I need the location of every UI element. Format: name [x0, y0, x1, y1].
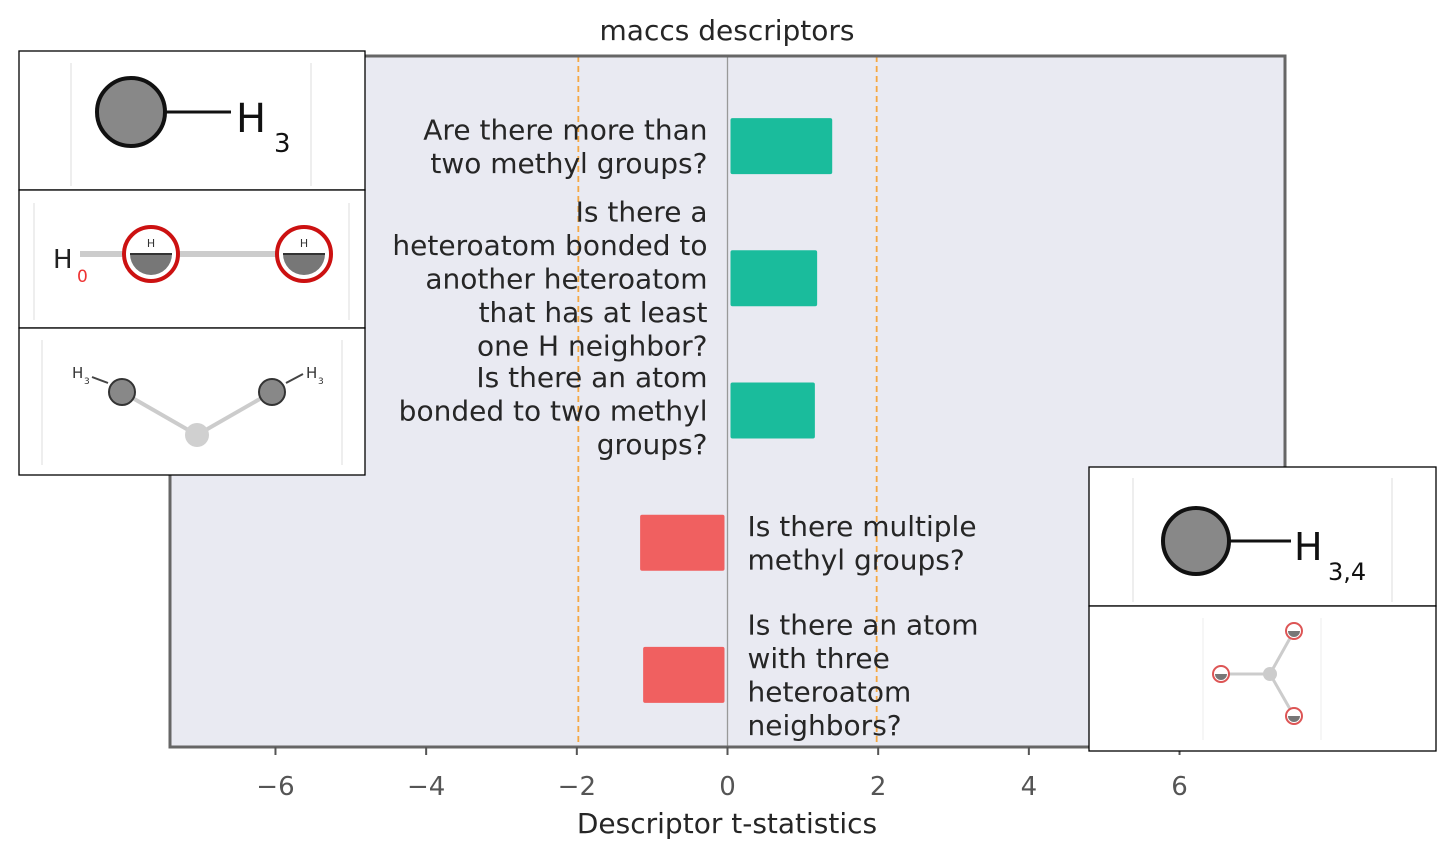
- category-label-4: Is there an atom with three heteroatom neig…: [748, 609, 979, 743]
- inset-label-subscript: 0: [77, 267, 88, 287]
- inset-label-h: H: [236, 96, 266, 142]
- svg-text:H: H: [147, 237, 155, 250]
- left-insets: H 3 H 0 H H: [18, 50, 366, 476]
- x-tick-label-3: 0: [719, 772, 736, 802]
- atom-icon: [185, 423, 209, 447]
- x-tick-label-5: 4: [1021, 772, 1038, 802]
- inset-label-h: H: [1294, 525, 1323, 569]
- inset-heteroatom-2: H 0 H H: [18, 189, 366, 329]
- bar-1: [730, 250, 818, 307]
- x-tick-label-1: −4: [407, 772, 445, 802]
- carbon-atom-icon: [1161, 506, 1231, 576]
- svg-text:H: H: [300, 237, 308, 250]
- inset-methyl-4: H 3,4: [1088, 466, 1437, 607]
- right-insets: H 3,4: [1088, 466, 1437, 752]
- svg-text:3: 3: [318, 377, 324, 387]
- x-tick-label-0: −6: [256, 772, 294, 802]
- inset-methyl-1: H 3: [18, 50, 366, 191]
- svg-text:H: H: [72, 364, 83, 382]
- inset-label-h: H: [53, 245, 73, 275]
- svg-text:H: H: [306, 364, 317, 382]
- carbon-atom-icon: [95, 76, 167, 148]
- category-label-1: Is there a heteroatom bonded to another he…: [392, 195, 707, 362]
- x-tick-label-2: −2: [558, 772, 596, 802]
- carbon-atom-icon: [108, 378, 136, 406]
- svg-text:3: 3: [84, 377, 90, 387]
- carbon-atom-icon: [258, 378, 286, 406]
- bar-4: [643, 646, 725, 703]
- bar-2: [730, 382, 815, 439]
- x-axis-label: Descriptor t-statistics: [577, 807, 877, 840]
- inset-three-heteroatom-5: [1088, 605, 1437, 752]
- inset-label-subscript: 3,4: [1328, 558, 1366, 586]
- x-tick-label-6: 6: [1171, 772, 1188, 802]
- category-label-0: Are there more than two methyl groups?: [423, 113, 707, 180]
- chart-title: maccs descriptors: [600, 14, 855, 47]
- category-label-3: Is there multiple methyl groups?: [748, 510, 977, 577]
- bar-3: [640, 514, 725, 571]
- bar-0: [730, 118, 833, 175]
- inset-label-subscript: 3: [274, 129, 291, 159]
- x-tick-label-4: 2: [870, 772, 887, 802]
- inset-two-methyl-3: H 3 H 3: [18, 327, 366, 476]
- category-label-2: Is there an atom bonded to two methyl grou…: [399, 361, 708, 461]
- atom-icon: [1263, 667, 1277, 681]
